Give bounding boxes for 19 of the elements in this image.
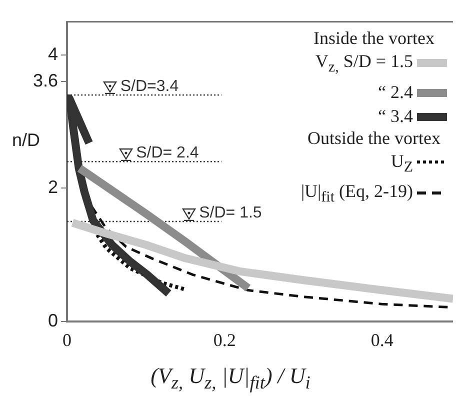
annotation: S/D=3.4 [120, 78, 179, 96]
annotation: Outside the vortex [306, 128, 442, 149]
x-axis-title: (V$_{z,}$ U$_{z,}$ |U|$_{fit}$) / U$_{i}$ [150, 362, 312, 393]
x-tick-label: 0 [62, 330, 72, 350]
y-tick-label: 0 [48, 310, 58, 330]
legend-label: |U|$_{fit}$ (Eq, 2-19) [300, 181, 413, 206]
annotation: S/D= 1.5 [199, 204, 262, 222]
y-tick-label: 3.6 [32, 70, 58, 91]
legend-label: “ 2.4 [378, 82, 413, 102]
legend-label: “ 3.4 [378, 106, 413, 126]
legend-label: U$_{Z}$ [390, 150, 413, 176]
x-tick-label: 0.4 [370, 330, 394, 350]
x-tick-label: 0.2 [213, 330, 236, 350]
annotation: S/D= 2.4 [136, 144, 199, 162]
y-tick-label: 2 [48, 177, 58, 198]
y-tick-label: 4 [48, 44, 58, 64]
legend-label: V$_{z,}$ S/D = 1.5 [315, 51, 413, 76]
y-axis-title: n/D [12, 130, 40, 151]
legend-title: Inside the vortex [312, 28, 436, 49]
